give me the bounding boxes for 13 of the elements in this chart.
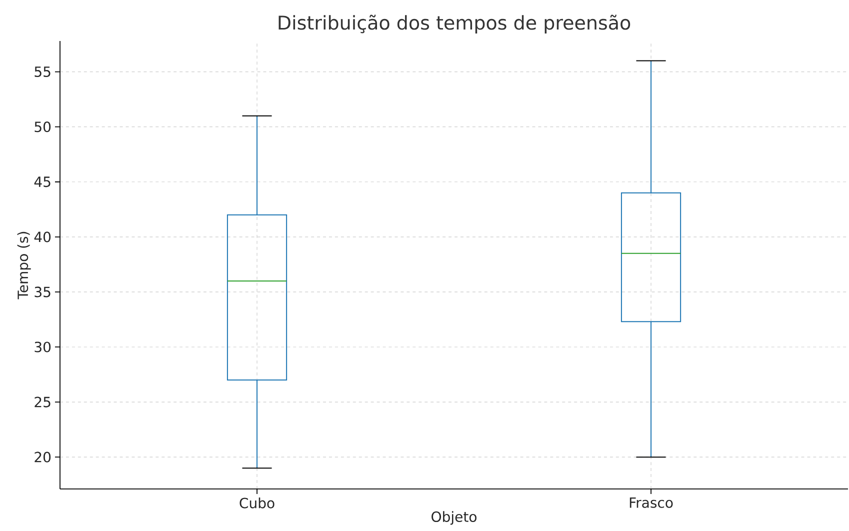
y-tick-label: 30	[34, 342, 51, 352]
y-tick-label: 25	[34, 396, 50, 408]
x-axis-title: Objeto	[432, 511, 476, 525]
x-tick-label: Frasco	[630, 498, 673, 508]
chart-title: Distribuição dos tempos de preensão	[278, 14, 630, 34]
y-tick-label: 55	[34, 66, 50, 78]
x-tick-label: Cubo	[240, 498, 274, 508]
y-tick-label: 45	[34, 176, 50, 188]
y-tick-label: 50	[34, 122, 51, 132]
y-tick-label: 35	[34, 286, 50, 298]
y-axis-title: Tempo (s)	[17, 232, 31, 300]
y-tick-label: 20	[34, 452, 51, 462]
y-tick-label: 40	[34, 232, 51, 242]
